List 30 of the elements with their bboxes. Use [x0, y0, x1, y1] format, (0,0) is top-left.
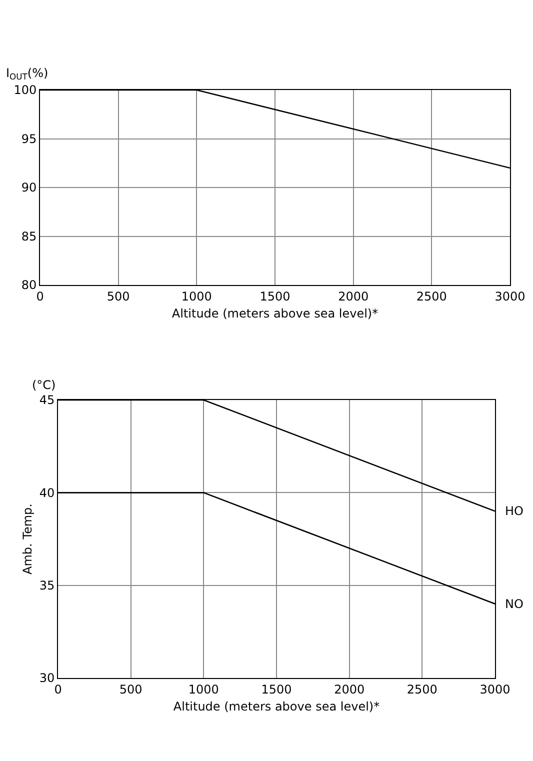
x-axis-title: Altitude (meters above sea level)* — [172, 306, 378, 320]
y-tick-label: 85 — [21, 229, 37, 244]
x-tick-label: 1000 — [181, 289, 212, 304]
text: (°C) — [32, 378, 56, 392]
x-tick-label: 0 — [54, 682, 62, 696]
x-tick-label: 1000 — [188, 682, 219, 696]
x-tick-label: 2000 — [338, 289, 369, 304]
y-tick-label: 100 — [14, 83, 37, 98]
x-tick-label: 1500 — [261, 682, 292, 696]
series-label: NO — [505, 597, 524, 611]
series-label: HO — [505, 504, 524, 518]
y-tick-label: 90 — [21, 180, 37, 195]
x-axis-title: Altitude (meters above sea level)* — [173, 699, 380, 714]
y-tick-label: 30 — [39, 671, 55, 686]
x-tick-label: 0 — [36, 289, 44, 304]
y-tick-label: 40 — [39, 486, 55, 500]
y-tick-label: 45 — [39, 393, 55, 408]
y-tick-label: 80 — [21, 278, 37, 292]
x-tick-label: 1500 — [260, 289, 290, 304]
y-axis-title: Amb. Temp. — [20, 504, 35, 574]
x-tick-label: 2500 — [416, 289, 447, 304]
y-tick-label: 95 — [21, 132, 37, 146]
y-axis-title: I$_{OUT}$(%) — [6, 66, 48, 82]
x-tick-label: 500 — [119, 682, 142, 696]
x-tick-label: 500 — [106, 289, 130, 304]
x-tick-label: 2500 — [406, 682, 438, 696]
y-tick-label: 35 — [39, 578, 55, 593]
x-tick-label: 3000 — [480, 682, 510, 696]
x-tick-label: 2000 — [334, 682, 365, 696]
x-tick-label: 3000 — [494, 289, 526, 304]
